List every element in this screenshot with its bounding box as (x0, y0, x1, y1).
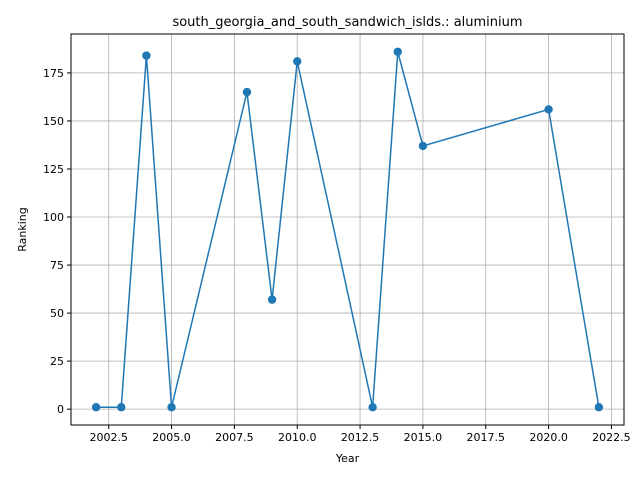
data-point (544, 105, 553, 114)
x-tick-label: 2005.0 (152, 431, 191, 444)
x-tick-label: 2010.0 (278, 431, 317, 444)
x-tick-label: 2022.5 (592, 431, 631, 444)
y-tick-label: 25 (50, 355, 64, 368)
axis-ticks: 2002.5 2005.0 2007.5 2010.0 2012.5 2015.0 2017… (43, 67, 631, 444)
y-tick-label: 150 (43, 115, 64, 128)
y-axis-label: Ranking (16, 207, 29, 252)
data-point (368, 403, 377, 412)
x-tick-label: 2002.5 (89, 431, 128, 444)
x-tick-label: 2015.0 (404, 431, 443, 444)
y-tick-label: 0 (57, 403, 64, 416)
data-point (267, 295, 277, 304)
data-point (242, 87, 252, 97)
y-tick-label: 75 (50, 259, 64, 272)
grid (71, 34, 624, 425)
plot-area-frame (70, 33, 625, 426)
y-tick-label: 125 (43, 163, 64, 176)
y-tick-label: 50 (50, 307, 64, 320)
data-point (91, 403, 101, 412)
data-point (393, 47, 402, 56)
data-point (117, 403, 126, 412)
data-point (293, 57, 302, 66)
data-point (142, 51, 151, 60)
x-tick-label: 2017.5 (467, 431, 506, 444)
x-axis-label: Year (335, 452, 360, 465)
y-tick-label: 100 (43, 211, 64, 224)
data-point (418, 141, 428, 151)
chart-title: south_georgia_and_south_sandwich_islds.:… (172, 15, 522, 30)
x-tick-label: 2012.5 (341, 431, 380, 444)
data-point (594, 403, 604, 412)
series-line (96, 51, 600, 408)
x-tick-label: 2007.5 (215, 431, 254, 444)
x-tick-label: 2020.0 (529, 431, 568, 444)
data-point (167, 403, 176, 412)
series-layer (91, 47, 604, 412)
y-tick-label: 175 (43, 67, 64, 80)
